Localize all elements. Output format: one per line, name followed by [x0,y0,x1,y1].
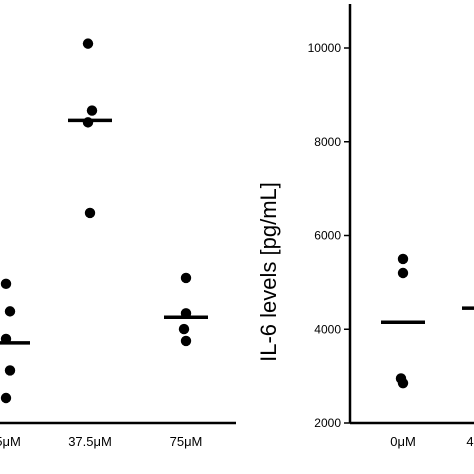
y-tick-label: 4000 [314,322,341,336]
data-point [397,377,409,389]
x-tick-label: 5μM [0,434,21,449]
left-panel: 5μM 37.5μM 75μM [0,38,236,449]
data-point [0,392,12,404]
data-point [84,207,96,219]
right-panel: 2000 4000 6000 8000 10000 0μM 4 [308,4,474,449]
x-tick-label: 75μM [170,434,203,449]
data-point [4,306,16,317]
x-tick-label: 37.5μM [68,434,112,449]
data-point [178,323,190,335]
y-tick-label: 8000 [314,135,341,149]
data-point [0,278,12,290]
data-point [397,253,409,265]
y-axis-label: IL-6 levels [pg/mL] [256,182,281,362]
data-point [82,38,94,49]
data-point [180,335,192,347]
x-tick-label: 0μM [390,434,416,449]
y-tick-label: 2000 [314,416,341,430]
data-point [86,105,98,116]
y-tick-label: 6000 [314,229,341,243]
x-tick-label: 4 [466,434,473,449]
data-point [4,365,16,376]
data-point [180,272,192,284]
data-point [397,267,409,279]
y-tick-label: 10000 [308,41,342,55]
